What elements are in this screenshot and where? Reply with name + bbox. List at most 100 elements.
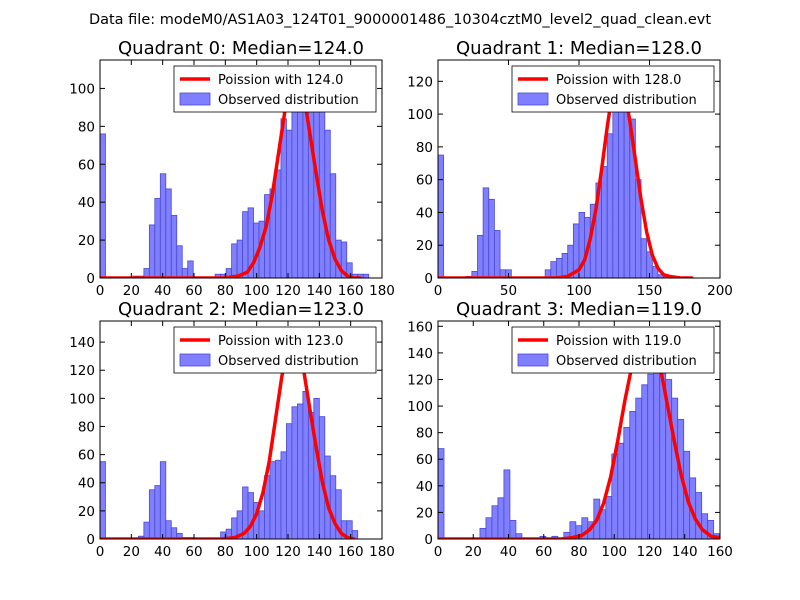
histogram-bar <box>482 187 490 278</box>
histogram-bar <box>176 245 183 278</box>
histogram-bar <box>247 492 254 539</box>
y-tick-label: 40 <box>416 205 433 221</box>
histogram-bar <box>503 469 511 539</box>
histogram-bar <box>258 510 265 539</box>
x-tick-label: 160 <box>338 283 364 299</box>
y-tick-label: 20 <box>78 233 95 249</box>
histogram-bar <box>629 410 637 539</box>
histogram-bar <box>605 496 613 539</box>
y-tick-label: 140 <box>407 346 433 362</box>
subplot-title: Quadrant 1: Median=128.0 <box>456 38 702 59</box>
histogram-bar <box>269 461 276 539</box>
histogram-bar <box>617 442 625 539</box>
legend: Poission with 123.0 Observed distribution <box>173 326 377 374</box>
histogram-bar <box>477 234 484 278</box>
histogram-bar <box>159 173 167 278</box>
legend-label-poisson: Poission with 128.0 <box>556 73 681 88</box>
x-tick-label: 140 <box>306 283 332 299</box>
y-tick-label: 100 <box>407 107 433 123</box>
histogram-bar <box>612 92 619 278</box>
y-tick-label: 60 <box>416 452 433 468</box>
x-tick-label: 100 <box>601 544 627 560</box>
x-tick-label: 80 <box>217 544 234 560</box>
histogram-bar <box>701 513 709 539</box>
x-tick-label: 60 <box>535 544 552 560</box>
x-tick-label: 100 <box>566 283 592 299</box>
legend-label-poisson: Poission with 124.0 <box>218 73 343 88</box>
x-tick-label: 100 <box>244 544 270 560</box>
x-tick-label: 40 <box>154 544 171 560</box>
histogram-bar <box>296 93 304 278</box>
histogram-bar <box>148 224 156 278</box>
y-tick-label: 80 <box>78 119 95 135</box>
y-tick-label: 40 <box>78 195 95 211</box>
x-tick-label: 180 <box>369 283 395 299</box>
y-tick-label: 80 <box>78 419 95 435</box>
histogram-bar <box>154 197 161 278</box>
histogram-bar <box>561 253 569 278</box>
x-tick-label: 0 <box>96 544 105 560</box>
legend: Poission with 124.0 Observed distribution <box>173 65 377 113</box>
histogram-bar <box>165 188 172 278</box>
legend-label-observed: Observed distribution <box>218 93 359 108</box>
histogram-bar <box>488 198 495 278</box>
subplot-quadrant-3: 0 20 40 60 80 100 120 140 160 0 20 40 60 80 100 120 140 1… <box>407 299 733 560</box>
histogram-bar <box>509 519 517 539</box>
histogram-bar <box>100 133 106 278</box>
y-tick-label: 80 <box>416 426 433 442</box>
y-tick-label: 20 <box>416 505 433 521</box>
x-tick-label: 120 <box>275 283 301 299</box>
x-tick-label: 40 <box>154 283 171 299</box>
x-tick-label: 50 <box>500 283 517 299</box>
x-tick-label: 0 <box>434 544 443 560</box>
histogram-bar <box>556 257 563 278</box>
subplot-title: Quadrant 3: Median=119.0 <box>456 299 702 320</box>
legend-label-poisson: Poission with 119.0 <box>556 334 681 349</box>
x-tick-label: 20 <box>123 283 140 299</box>
x-tick-label: 100 <box>244 283 270 299</box>
y-tick-label: 100 <box>69 81 95 97</box>
histogram-bar <box>187 260 194 278</box>
y-tick-label: 100 <box>69 391 95 407</box>
x-tick-label: 40 <box>500 544 517 560</box>
histogram-bar <box>606 133 614 278</box>
x-tick-label: 60 <box>185 544 202 560</box>
histogram-bar <box>296 403 304 539</box>
axes-frame <box>99 59 383 279</box>
x-tick-label: 150 <box>637 283 663 299</box>
histogram-bar <box>640 238 648 278</box>
histogram-bar <box>671 397 679 539</box>
y-tick-label: 20 <box>78 504 95 520</box>
histogram-bar <box>623 107 631 278</box>
histogram-bar <box>165 520 172 539</box>
histogram-bar <box>329 173 337 278</box>
legend-bar-swatch <box>179 92 211 106</box>
y-tick-label: 0 <box>86 271 95 287</box>
legend-label-poisson: Poission with 123.0 <box>218 334 343 349</box>
histogram-bar <box>497 497 505 539</box>
x-tick-label: 160 <box>707 544 733 560</box>
legend: Poission with 128.0 Observed distribution <box>511 65 715 113</box>
histogram-bar <box>641 384 649 539</box>
histogram-bar <box>707 519 715 539</box>
histogram-bar <box>302 390 309 539</box>
histogram-bar <box>100 461 106 539</box>
y-tick-label: 160 <box>407 319 433 335</box>
y-tick-label: 40 <box>416 479 433 495</box>
plot-area <box>100 329 359 539</box>
plot-area <box>438 71 694 278</box>
y-tick-label: 120 <box>407 74 433 90</box>
legend-bar-swatch <box>179 353 211 367</box>
histogram-bar <box>143 521 150 539</box>
y-tick-label: 60 <box>78 157 95 173</box>
histogram-bar <box>438 448 445 539</box>
histogram-bar <box>329 475 337 539</box>
histogram-bar <box>170 215 178 278</box>
y-tick-label: 0 <box>86 532 95 548</box>
subplot-quadrant-0: 0 20 40 60 80 100 120 140 160 180 0 20 40 60 80 100 Quad… <box>69 38 395 299</box>
y-tick-label: 140 <box>69 335 95 351</box>
y-tick-label: 120 <box>69 363 95 379</box>
y-tick-label: 100 <box>407 399 433 415</box>
y-tick-label: 0 <box>424 271 433 287</box>
